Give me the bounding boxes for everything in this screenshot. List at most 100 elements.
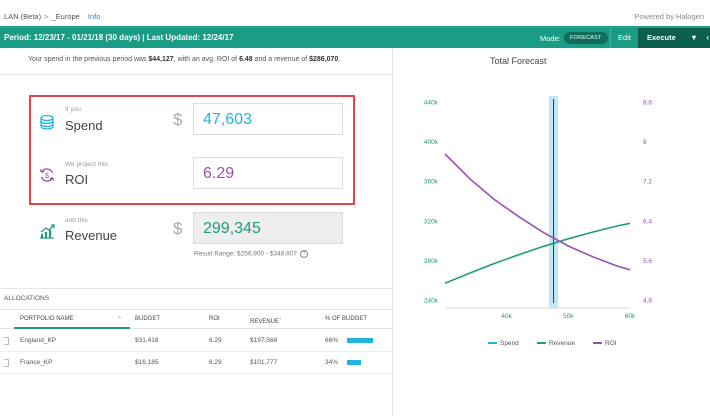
allocations-title: ALLOCATIONS [4, 295, 50, 302]
forecast-chart[interactable]: 440k 400k 360k 320k 280k 240k 8.8 8 7.2 6.4 5.6 4.8… [393, 80, 710, 332]
cell-portfolio: England_KP [20, 337, 57, 344]
x-axis-tick-label: 50k [563, 313, 574, 320]
roi-input[interactable]: 6.29 [193, 157, 343, 189]
legend-label: Revenue [549, 340, 576, 347]
cell-pct: 66% [325, 337, 339, 344]
spend-currency: $ [173, 110, 183, 129]
right-axis-tick-label: 4.8 [643, 298, 652, 305]
pct-bar [347, 360, 361, 365]
roi-label: ROI [65, 172, 89, 187]
table-row[interactable]: France_KP $16,185 6.29 $101,777 34% [0, 352, 392, 374]
revenue-marker-icon: ↑ [279, 316, 282, 321]
summary-prefix: Your spend in the previous period was [28, 56, 149, 63]
result-range-text: Result Range: $256,900 - $348,607 [194, 250, 297, 258]
legend-item-roi[interactable]: ROI [593, 340, 617, 347]
series-line-roi [444, 153, 631, 271]
series-line-revenue [444, 222, 631, 285]
spend-input[interactable]: 47,603 [193, 103, 343, 135]
cell-pct: 34% [325, 359, 339, 366]
mode-label: Mode: [540, 34, 561, 43]
panel-divider [392, 48, 393, 416]
execute-button[interactable]: Execute ▾ ‹ [638, 28, 710, 48]
breadcrumb-separator: > [44, 12, 49, 21]
cell-roi: 6.29 [209, 359, 222, 366]
legend-item-spend[interactable]: Spend [488, 340, 519, 347]
highlight-box [29, 95, 355, 205]
column-portfolio-name[interactable]: PORTFOLIO NAME [20, 316, 74, 322]
column-budget[interactable]: BUDGET [135, 316, 161, 322]
left-axis-tick-label: 320k [424, 218, 439, 225]
chart-title: Total Forecast [490, 56, 547, 66]
edit-button[interactable]: Edit [610, 28, 638, 48]
spend-label: Spend [65, 118, 103, 133]
breadcrumb: LAN (Beta) > _Europe Info [4, 12, 100, 21]
powered-by: Powered by Halogen [634, 12, 704, 21]
roi-cycle-icon: $ [39, 168, 55, 182]
left-axis-tick-label: 280k [424, 258, 439, 265]
info-link[interactable]: Info [87, 12, 101, 21]
growth-chart-icon [40, 224, 55, 239]
revenue-label: Revenue [65, 228, 118, 243]
chevron-down-icon[interactable]: ▾ [691, 33, 696, 42]
left-axis-tick-label: 360k [424, 179, 439, 186]
sort-icon[interactable]: ⌃ [117, 317, 123, 323]
roi-caption: We project this [65, 161, 108, 168]
legend-swatch [488, 342, 497, 345]
execute-label: Execute [647, 33, 676, 42]
cell-budget: $31,418 [135, 337, 159, 344]
right-axis-tick-label: 6.4 [643, 218, 652, 225]
column-roi[interactable]: ROI [209, 316, 220, 322]
column-revenue[interactable]: REVENUE↑ [250, 316, 281, 325]
divider [0, 288, 392, 289]
previous-period-summary: Your spend in the previous period was $4… [28, 56, 340, 63]
cell-roi: 6.29 [209, 337, 222, 344]
help-icon[interactable]: ? [300, 250, 308, 258]
right-axis-tick-label: 8.8 [643, 100, 652, 107]
allocations-table-header: PORTFOLIO NAME ⌃ BUDGET ROI REVENUE↑ % O… [0, 309, 392, 329]
summary-mid2: and a revenue of [252, 56, 310, 63]
legend-item-revenue[interactable]: Revenue [537, 340, 575, 347]
table-row[interactable]: England_KP $31,418 6.29 $197,568 66% [0, 330, 392, 352]
legend-label: Spend [500, 340, 519, 347]
revenue-value: 299,345 [193, 212, 343, 244]
breadcrumb-current[interactable]: _Europe [51, 12, 80, 21]
summary-mid1: , with an avg. ROI of [173, 56, 240, 63]
chevron-left-icon[interactable]: ‹ [706, 33, 709, 42]
revenue-caption: and this [65, 217, 88, 224]
result-range: Result Range: $256,900 - $348,607? [194, 250, 308, 258]
column-pct-of-budget[interactable]: % OF BUDGET [325, 316, 368, 322]
pct-bar [347, 338, 374, 343]
top-bar: LAN (Beta) > _Europe Info Powered by Haloge… [0, 0, 710, 28]
left-axis-tick-label: 400k [424, 139, 439, 146]
period-bar: Period: 12/23/17 - 01/21/18 (30 days) | … [0, 28, 710, 48]
right-axis-tick-label: 7.2 [643, 179, 652, 186]
summary-spend: $44,127 [148, 56, 174, 63]
cell-budget: $16,185 [135, 359, 159, 366]
cell-revenue: $101,777 [250, 359, 278, 366]
legend-label: ROI [605, 340, 617, 347]
cell-portfolio: France_KP [20, 359, 53, 366]
left-axis-tick-label: 240k [424, 298, 439, 305]
legend-swatch [537, 342, 546, 345]
row-checkbox[interactable] [4, 337, 9, 345]
breadcrumb-root[interactable]: LAN (Beta) [4, 12, 42, 21]
right-axis-tick-label: 8 [643, 139, 647, 146]
spend-caption: If you [65, 106, 81, 113]
row-checkbox[interactable] [4, 359, 9, 367]
right-axis-tick-label: 5.6 [643, 258, 652, 265]
summary-revenue: $286,070 [309, 56, 339, 63]
column-revenue-label: REVENUE [250, 319, 280, 325]
summary-roi: 6.48 [239, 56, 253, 63]
coins-icon [40, 114, 54, 130]
mode-toggle[interactable]: FORECAST [564, 32, 608, 44]
legend-swatch [593, 342, 602, 345]
summary-suffix: . [338, 56, 341, 63]
period-text: Period: 12/23/17 - 01/21/18 (30 days) | … [4, 33, 234, 42]
left-axis-tick-label: 440k [424, 100, 439, 107]
divider [0, 74, 392, 75]
x-axis-tick-label: 60k [625, 313, 636, 320]
cell-revenue: $197,568 [250, 337, 278, 344]
active-sort-column [14, 310, 130, 329]
revenue-currency: $ [173, 219, 183, 238]
x-axis-tick-label: 40k [501, 313, 512, 320]
